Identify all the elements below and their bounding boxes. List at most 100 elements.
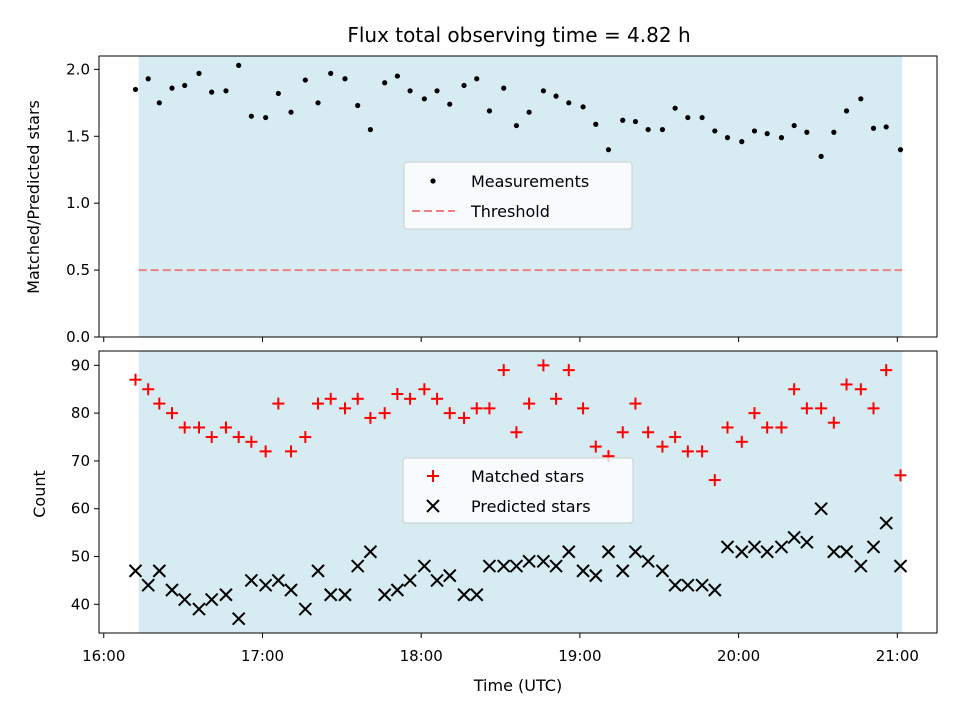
- x-tick-label: 20:00: [717, 647, 760, 665]
- matched-star-point: [364, 411, 377, 424]
- predicted-star-point: [827, 545, 841, 559]
- matched-star-point: [616, 426, 629, 439]
- matched-star-point: [656, 440, 669, 453]
- matched-star-point: [642, 426, 655, 439]
- predicted-star-stroke-b: [482, 559, 497, 573]
- measurement-point: [275, 90, 281, 97]
- predicted-star-stroke-b: [549, 559, 563, 573]
- predicted-star-stroke-b: [854, 559, 868, 573]
- predicted-star-stroke-b: [258, 578, 273, 592]
- predicted-star-point: [536, 554, 551, 569]
- measurement-point: [818, 153, 824, 159]
- predicted-star-point: [457, 588, 471, 602]
- matched-star-point: [178, 421, 191, 434]
- predicted-star-stroke-b: [562, 545, 576, 559]
- measurement-point: [145, 76, 151, 82]
- predicted-star-point: [760, 545, 774, 559]
- predicted-star-stroke-b: [839, 545, 854, 559]
- predicted-star-point: [893, 559, 908, 573]
- predicted-star-stroke-b: [204, 592, 219, 607]
- predicted-star-stroke-b: [231, 611, 246, 626]
- predicted-star-stroke-b: [893, 559, 908, 573]
- legend-predicted-marker: [426, 499, 440, 513]
- predicted-star-stroke-b: [628, 545, 643, 559]
- bottom-y-tick-label: 40: [71, 595, 90, 613]
- predicted-star-stroke-b: [298, 602, 313, 616]
- predicted-star-point: [655, 564, 670, 578]
- top-y-axis-label: Matched/Predicted stars: [24, 100, 43, 294]
- predicted-star-point: [350, 559, 365, 573]
- matched-star-point: [312, 397, 325, 410]
- matched-star-point: [550, 392, 563, 405]
- predicted-star-stroke-b: [787, 530, 801, 545]
- measurement-point: [196, 70, 202, 76]
- top-legend-box: [403, 161, 633, 230]
- predicted-star-point: [601, 545, 616, 559]
- measurement-point: [553, 93, 559, 99]
- matched-star-point: [827, 416, 840, 429]
- predicted-star-point: [695, 578, 709, 592]
- predicted-star-stroke-b: [601, 545, 616, 559]
- measurement-points: [132, 62, 904, 159]
- predicted-star-stroke-b: [443, 568, 457, 583]
- predicted-star-stroke-b: [338, 588, 352, 602]
- matched-star-point: [483, 402, 496, 415]
- measurement-point: [870, 125, 877, 131]
- predicted-star-point: [363, 545, 378, 559]
- predicted-star-stroke-b: [470, 588, 484, 602]
- matched-star-point: [775, 421, 788, 434]
- top-x-ticks: [103, 337, 898, 342]
- matched-star-point: [458, 411, 471, 424]
- measurement-point: [897, 147, 904, 153]
- measurement-point: [605, 147, 612, 153]
- predicted-star-point: [497, 559, 511, 573]
- predicted-star-stroke-b: [747, 540, 762, 554]
- matched-star-point: [219, 421, 232, 434]
- measurement-point: [223, 88, 229, 94]
- matched-star-point: [205, 431, 218, 444]
- predicted-star-point: [866, 540, 881, 554]
- predicted-star-point: [338, 588, 352, 602]
- top-y-tick-label: 0.0: [66, 328, 90, 346]
- measurement-point: [315, 100, 321, 106]
- matched-star-point: [894, 469, 907, 482]
- predicted-star-stroke-b: [430, 573, 444, 588]
- measurement-point: [182, 82, 188, 89]
- predicted-star-stroke-b: [522, 554, 536, 569]
- predicted-star-point: [430, 573, 444, 588]
- predicted-star-stroke-b: [311, 564, 325, 578]
- matched-star-point: [854, 383, 867, 396]
- predicted-star-stroke-b: [641, 554, 655, 569]
- measurement-point: [778, 135, 785, 141]
- matched-star-point: [285, 445, 298, 458]
- measurement-point: [620, 117, 626, 123]
- predicted-star-point: [244, 573, 259, 588]
- measurement-point: [672, 105, 678, 111]
- predicted-star-point: [165, 583, 179, 597]
- measurement-point: [169, 85, 175, 91]
- predicted-star-point: [204, 592, 219, 607]
- predicted-star-point: [522, 554, 536, 569]
- bottom-y-tick-label: 50: [71, 548, 90, 566]
- matched-star-point: [129, 373, 142, 386]
- predicted-star-stroke-b: [324, 588, 338, 602]
- matched-star-point: [589, 440, 602, 453]
- matched-star-point: [523, 397, 536, 410]
- predicted-star-point: [787, 530, 801, 545]
- matched-star-point: [510, 426, 523, 439]
- predicted-star-point: [641, 554, 655, 569]
- predicted-star-point: [141, 578, 155, 592]
- top-y-tick-label: 1.5: [66, 127, 90, 145]
- matched-star-point: [788, 383, 801, 396]
- legend-measurements-marker: [430, 178, 436, 184]
- matched-star-point: [470, 402, 483, 415]
- measurement-point: [645, 126, 651, 133]
- predicted-star-point: [311, 564, 325, 578]
- predicted-star-stroke-b: [774, 540, 789, 554]
- measurement-point: [526, 109, 532, 115]
- measurement-point: [685, 114, 691, 121]
- predicted-star-point: [128, 564, 143, 578]
- measurement-point: [540, 88, 546, 94]
- matched-star-point: [351, 392, 364, 405]
